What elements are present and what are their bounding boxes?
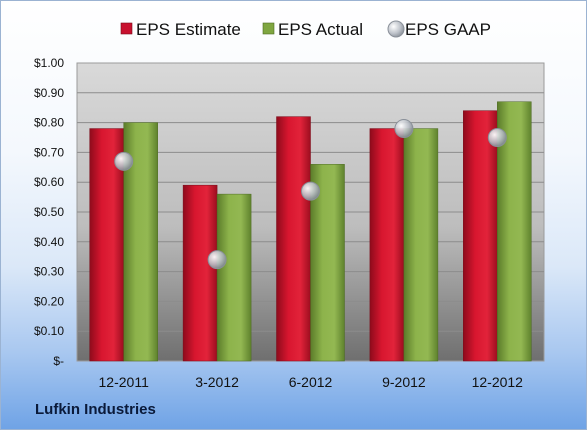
legend-swatch bbox=[120, 22, 133, 35]
y-tick-label: $0.70 bbox=[34, 145, 64, 159]
y-tick-label: $0.60 bbox=[34, 175, 64, 189]
gaap-markers bbox=[114, 119, 507, 270]
bar-eps-estimate bbox=[182, 184, 218, 362]
y-tick-label: $- bbox=[53, 354, 64, 368]
bar-eps-estimate bbox=[369, 128, 405, 362]
marker-eps-gaap bbox=[301, 181, 320, 201]
x-category-label: 9-2012 bbox=[382, 374, 426, 390]
y-axis-ticks: $1.00 $0.90 $0.80 $0.70 $0.60 $0.50 $0.40 $0.30… bbox=[34, 56, 64, 368]
y-tick-label: $1.00 bbox=[34, 56, 64, 70]
marker-eps-gaap bbox=[394, 119, 414, 139]
x-category-label: 12-2011 bbox=[99, 374, 150, 390]
marker-eps-gaap bbox=[114, 151, 134, 171]
x-category-label: 12-2012 bbox=[472, 374, 524, 390]
y-tick-label: $0.40 bbox=[34, 235, 64, 249]
legend-swatch bbox=[387, 20, 405, 38]
y-tick-label: $0.10 bbox=[34, 324, 64, 338]
x-axis-categories: 12-2011 3-2012 6-2012 9-2012 12-2012 bbox=[99, 374, 524, 390]
y-tick-label: $0.80 bbox=[34, 116, 64, 130]
x-category-label: 3-2012 bbox=[195, 374, 239, 390]
legend: EPS Estimate EPS Actual EPS GAAP bbox=[120, 20, 491, 39]
x-category-label: 6-2012 bbox=[289, 374, 333, 390]
legend-label: EPS Estimate bbox=[136, 20, 241, 39]
bar-eps-actual bbox=[310, 164, 345, 362]
y-tick-label: $0.50 bbox=[34, 205, 64, 219]
company-label: Lufkin Industries bbox=[35, 401, 156, 418]
legend-label: EPS GAAP bbox=[405, 20, 491, 39]
bar-eps-estimate bbox=[463, 110, 498, 362]
marker-eps-gaap bbox=[487, 128, 507, 147]
legend-label: EPS Actual bbox=[278, 20, 363, 39]
bar-eps-actual bbox=[216, 193, 252, 362]
bars bbox=[89, 101, 532, 362]
y-tick-label: $0.90 bbox=[34, 86, 64, 100]
bar-eps-actual bbox=[403, 128, 439, 362]
bar-eps-estimate bbox=[276, 116, 311, 362]
legend-swatch bbox=[262, 22, 275, 35]
y-tick-label: $0.20 bbox=[34, 294, 64, 308]
y-tick-label: $0.30 bbox=[34, 265, 64, 279]
marker-eps-gaap bbox=[207, 250, 227, 270]
